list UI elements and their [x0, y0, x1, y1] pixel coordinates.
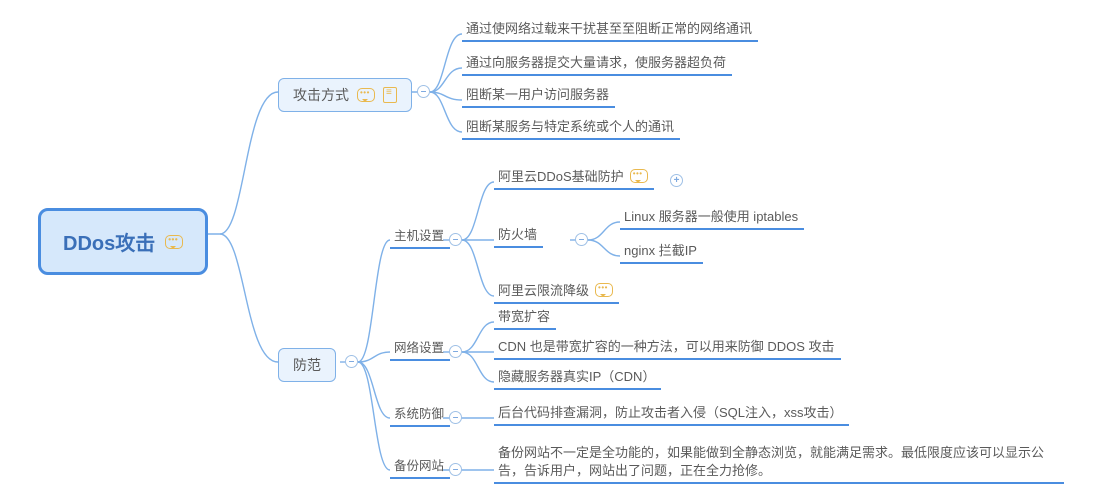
collapse-icon[interactable]: – — [345, 355, 358, 368]
collapse-icon[interactable]: – — [449, 411, 462, 424]
collapse-icon[interactable]: – — [417, 85, 430, 98]
firewall-item[interactable]: Linux 服务器一般使用 iptables — [620, 206, 804, 230]
note-icon — [383, 87, 397, 103]
host-node[interactable]: 主机设置 — [390, 225, 450, 249]
chat-icon — [357, 88, 375, 102]
defense-node[interactable]: 防范 — [278, 348, 336, 382]
host-aliyun-throttle[interactable]: 阿里云限流降级 — [494, 280, 619, 304]
collapse-icon[interactable]: – — [449, 463, 462, 476]
collapse-icon[interactable]: – — [449, 345, 462, 358]
attack-label: 攻击方式 — [293, 85, 349, 105]
root-label: DDos攻击 — [63, 227, 155, 256]
attack-item[interactable]: 阻断某一用户访问服务器 — [462, 84, 615, 108]
network-item[interactable]: CDN 也是带宽扩容的一种方法，可以用来防御 DDOS 攻击 — [494, 336, 841, 360]
host-aliyun-basic[interactable]: 阿里云DDoS基础防护 — [494, 166, 654, 190]
chat-icon — [595, 283, 613, 297]
chat-icon — [165, 235, 183, 249]
collapse-icon[interactable]: – — [449, 233, 462, 246]
attack-item[interactable]: 通过向服务器提交大量请求，使服务器超负荷 — [462, 52, 732, 76]
attack-node[interactable]: 攻击方式 — [278, 78, 412, 112]
system-item[interactable]: 后台代码排查漏洞，防止攻击者入侵（SQL注入，xss攻击） — [494, 402, 849, 426]
chat-icon — [630, 169, 648, 183]
collapse-icon[interactable]: – — [575, 233, 588, 246]
network-item[interactable]: 隐藏服务器真实IP（CDN） — [494, 366, 661, 390]
firewall-item[interactable]: nginx 拦截IP — [620, 240, 703, 264]
root-node[interactable]: DDos攻击 — [38, 208, 208, 275]
network-node[interactable]: 网络设置 — [390, 337, 450, 361]
attack-item[interactable]: 通过使网络过载来干扰甚至至阻断正常的网络通讯 — [462, 18, 758, 42]
system-node[interactable]: 系统防御 — [390, 403, 450, 427]
firewall-node[interactable]: 防火墙 — [494, 224, 543, 248]
backup-node[interactable]: 备份网站 — [390, 455, 450, 479]
expand-icon[interactable]: + — [670, 174, 683, 187]
backup-item[interactable]: 备份网站不一定是全功能的，如果能做到全静态浏览，就能满足需求。最低限度应该可以显… — [494, 444, 1064, 484]
network-item[interactable]: 带宽扩容 — [494, 306, 556, 330]
defense-label: 防范 — [293, 355, 321, 375]
attack-item[interactable]: 阻断某服务与特定系统或个人的通讯 — [462, 116, 680, 140]
